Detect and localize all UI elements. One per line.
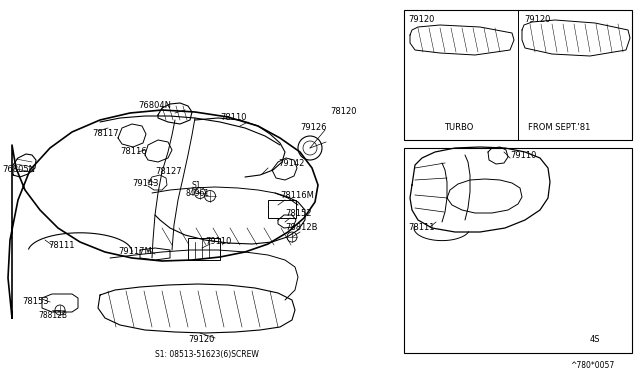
Text: 78110: 78110 [220,113,246,122]
Text: 79117M: 79117M [118,247,152,256]
Text: 79120: 79120 [524,16,550,25]
Text: 78153: 78153 [22,298,49,307]
Text: 79110: 79110 [510,151,536,160]
Text: 76805N: 76805N [2,166,35,174]
Text: 78812B: 78812B [38,311,67,320]
Text: 79142: 79142 [278,160,305,169]
Bar [404,148,632,353]
Text: S1: S1 [192,182,202,190]
Text: 79120: 79120 [408,16,435,25]
Text: 78111: 78111 [408,224,435,232]
Text: 78116M: 78116M [280,192,314,201]
Text: 79126: 79126 [300,124,326,132]
Text: 79143: 79143 [132,179,159,187]
Text: 78127: 78127 [155,167,182,176]
Text: 76804N: 76804N [138,100,171,109]
Text: 84961: 84961 [185,189,209,199]
Text: 78111: 78111 [48,241,74,250]
Text: FROM SEPT.'81: FROM SEPT.'81 [528,124,590,132]
Bar [404,10,632,140]
Text: S1: 08513-51623(6)SCREW: S1: 08513-51623(6)SCREW [155,350,259,359]
Text: 78120: 78120 [330,108,356,116]
Bar [268,200,296,218]
Text: 78117: 78117 [92,128,118,138]
Text: 78812B: 78812B [285,224,317,232]
Text: TURBO: TURBO [444,124,474,132]
Bar [188,238,220,260]
Text: 79110: 79110 [205,237,232,246]
Text: ^780*0057: ^780*0057 [570,360,614,369]
Text: 4S: 4S [590,336,600,344]
Text: 79120: 79120 [188,336,214,344]
Text: 78152: 78152 [285,209,312,218]
Text: 78116: 78116 [120,148,147,157]
